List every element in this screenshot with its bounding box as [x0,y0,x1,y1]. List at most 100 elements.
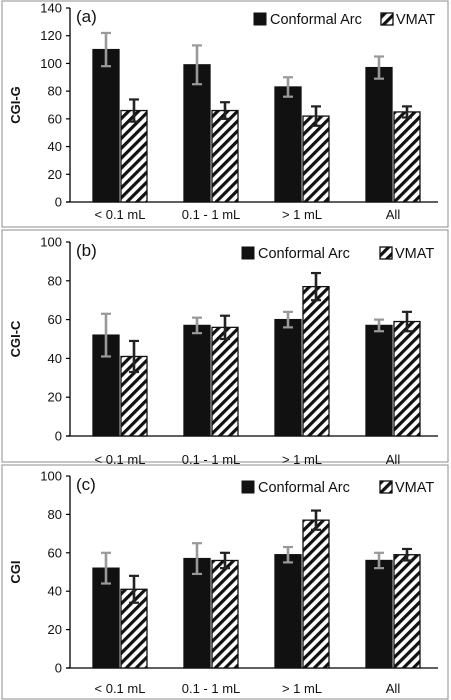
y-tick-label: 60 [48,312,62,327]
chart-panel-3: 0 20 40 60 80 100 < 0.1 mL 0.1 - 1 mL > 1 mL All C… [1,464,449,700]
chart-panel-2: 0 20 40 60 80 100 < 0.1 mL 0.1 - 1 mL > 1 mL All C… [1,229,449,467]
error-bar [402,105,412,119]
x-category-label: < 0.1 mL [95,207,146,222]
chart-panel-1: 0 20 40 60 80 100 120 140 < 0.1 mL 0.1 - 1 mL > 1 … [1,0,449,228]
error-bar [192,542,202,576]
error-bar [283,310,293,329]
panel-frame [1,0,449,228]
legend-label: Conformal Arc [258,246,350,262]
error-bar [374,318,384,333]
bar-vmat [211,109,239,203]
error-bar [220,551,230,570]
legend-swatch-conformal-arc [241,480,255,494]
x-category-label: 0.1 - 1 mL [182,452,241,467]
legend-swatch-conformal-arc [253,12,267,26]
y-tick-label: 100 [40,56,62,71]
legend-swatch-conformal-arc [241,246,255,260]
x-category-label: > 1 mL [282,207,322,222]
error-bar [101,551,111,585]
y-tick-label: 20 [48,390,62,405]
bar-conformal-arc [274,318,302,437]
error-bar [192,316,202,335]
y-tick-label: 80 [48,84,62,99]
y-axis-title: CGI [8,560,23,583]
error-bar [311,105,321,127]
bar-vmat [120,109,148,203]
y-tick-label: 40 [48,584,62,599]
legend: Conformal Arc VMAT [241,246,434,262]
bar-conformal-arc [92,567,120,669]
bar-vmat [211,559,239,669]
bar-vmat [211,326,239,437]
panel-label: (b) [76,241,97,260]
error-bar [220,101,230,120]
error-bar [311,509,321,531]
error-bar [192,44,202,86]
error-bar [220,314,230,341]
x-category-label: < 0.1 mL [95,681,146,696]
legend-label: VMAT [396,12,435,28]
bar-vmat [302,519,330,669]
bar-vmat [393,320,421,437]
y-tick-label: 20 [48,167,62,182]
error-bar [283,545,293,564]
legend: Conformal Arc VMAT [253,12,435,28]
y-axis-title: CGI-G [8,86,23,124]
bar-conformal-arc [92,48,120,203]
legend-label: Conformal Arc [258,480,350,496]
panel-frame [1,229,449,463]
panel-frame [1,464,449,700]
bar-vmat [393,111,421,203]
y-axis-title: CGI-C [8,320,23,357]
y-tick-label: 0 [55,429,62,444]
legend-label: VMAT [395,480,434,496]
bar-vmat [302,115,330,203]
legend: Conformal Arc VMAT [241,480,434,496]
bar-conformal-arc [365,324,393,437]
y-tick-label: 140 [40,1,62,16]
legend-swatch-vmat [379,480,393,494]
y-tick-label: 60 [48,111,62,126]
bar-conformal-arc [274,554,302,669]
bar-conformal-arc [183,64,211,203]
x-category-label: 0.1 - 1 mL [182,207,241,222]
panel-label: (c) [76,475,96,494]
bar-vmat [393,554,421,669]
error-bar [129,339,139,374]
y-tick-label: 120 [40,28,62,43]
y-tick-label: 40 [48,139,62,154]
bar-conformal-arc [183,324,211,437]
x-category-label: All [386,681,401,696]
error-bar [101,31,111,68]
error-bar [402,310,412,333]
y-tick-label: 0 [55,195,62,210]
legend-swatch-vmat [379,246,393,260]
y-tick-label: 80 [48,507,62,522]
y-tick-label: 20 [48,622,62,637]
bar-conformal-arc [365,559,393,669]
bar-conformal-arc [365,66,393,203]
legend-label: VMAT [395,246,434,262]
x-category-label: < 0.1 mL [95,452,146,467]
y-tick-label: 100 [40,469,62,484]
y-tick-label: 100 [40,235,62,250]
x-category-label: > 1 mL [282,452,322,467]
error-bar [402,547,412,562]
error-bar [374,551,384,570]
y-tick-label: 80 [48,273,62,288]
x-category-label: All [386,452,401,467]
y-tick-label: 60 [48,545,62,560]
error-bar [283,76,293,98]
bar-conformal-arc [274,86,302,203]
error-bar [311,271,321,302]
error-bar [129,574,139,604]
error-bar [101,312,111,358]
x-category-label: 0.1 - 1 mL [182,681,241,696]
legend-swatch-vmat [380,12,394,26]
legend-label: Conformal Arc [270,12,362,28]
x-category-label: All [386,207,401,222]
y-tick-label: 40 [48,351,62,366]
y-tick-label: 0 [55,661,62,676]
